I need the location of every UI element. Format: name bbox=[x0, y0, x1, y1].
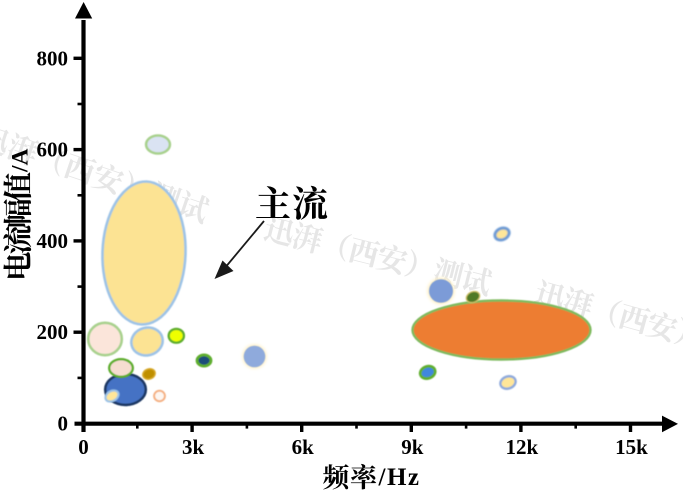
svg-text:400: 400 bbox=[37, 229, 69, 253]
svg-text:0: 0 bbox=[78, 435, 89, 459]
svg-text:/Hz: /Hz bbox=[378, 464, 421, 491]
svg-text:600: 600 bbox=[37, 138, 69, 162]
svg-text:3k: 3k bbox=[182, 435, 205, 459]
svg-text:/A: /A bbox=[8, 148, 34, 173]
svg-text:15k: 15k bbox=[615, 435, 648, 459]
svg-text:0: 0 bbox=[58, 412, 69, 436]
svg-text:800: 800 bbox=[37, 46, 69, 70]
svg-text:12k: 12k bbox=[506, 435, 539, 459]
svg-text:9k: 9k bbox=[401, 435, 424, 459]
svg-text:6k: 6k bbox=[292, 435, 315, 459]
svg-text:200: 200 bbox=[37, 320, 69, 344]
